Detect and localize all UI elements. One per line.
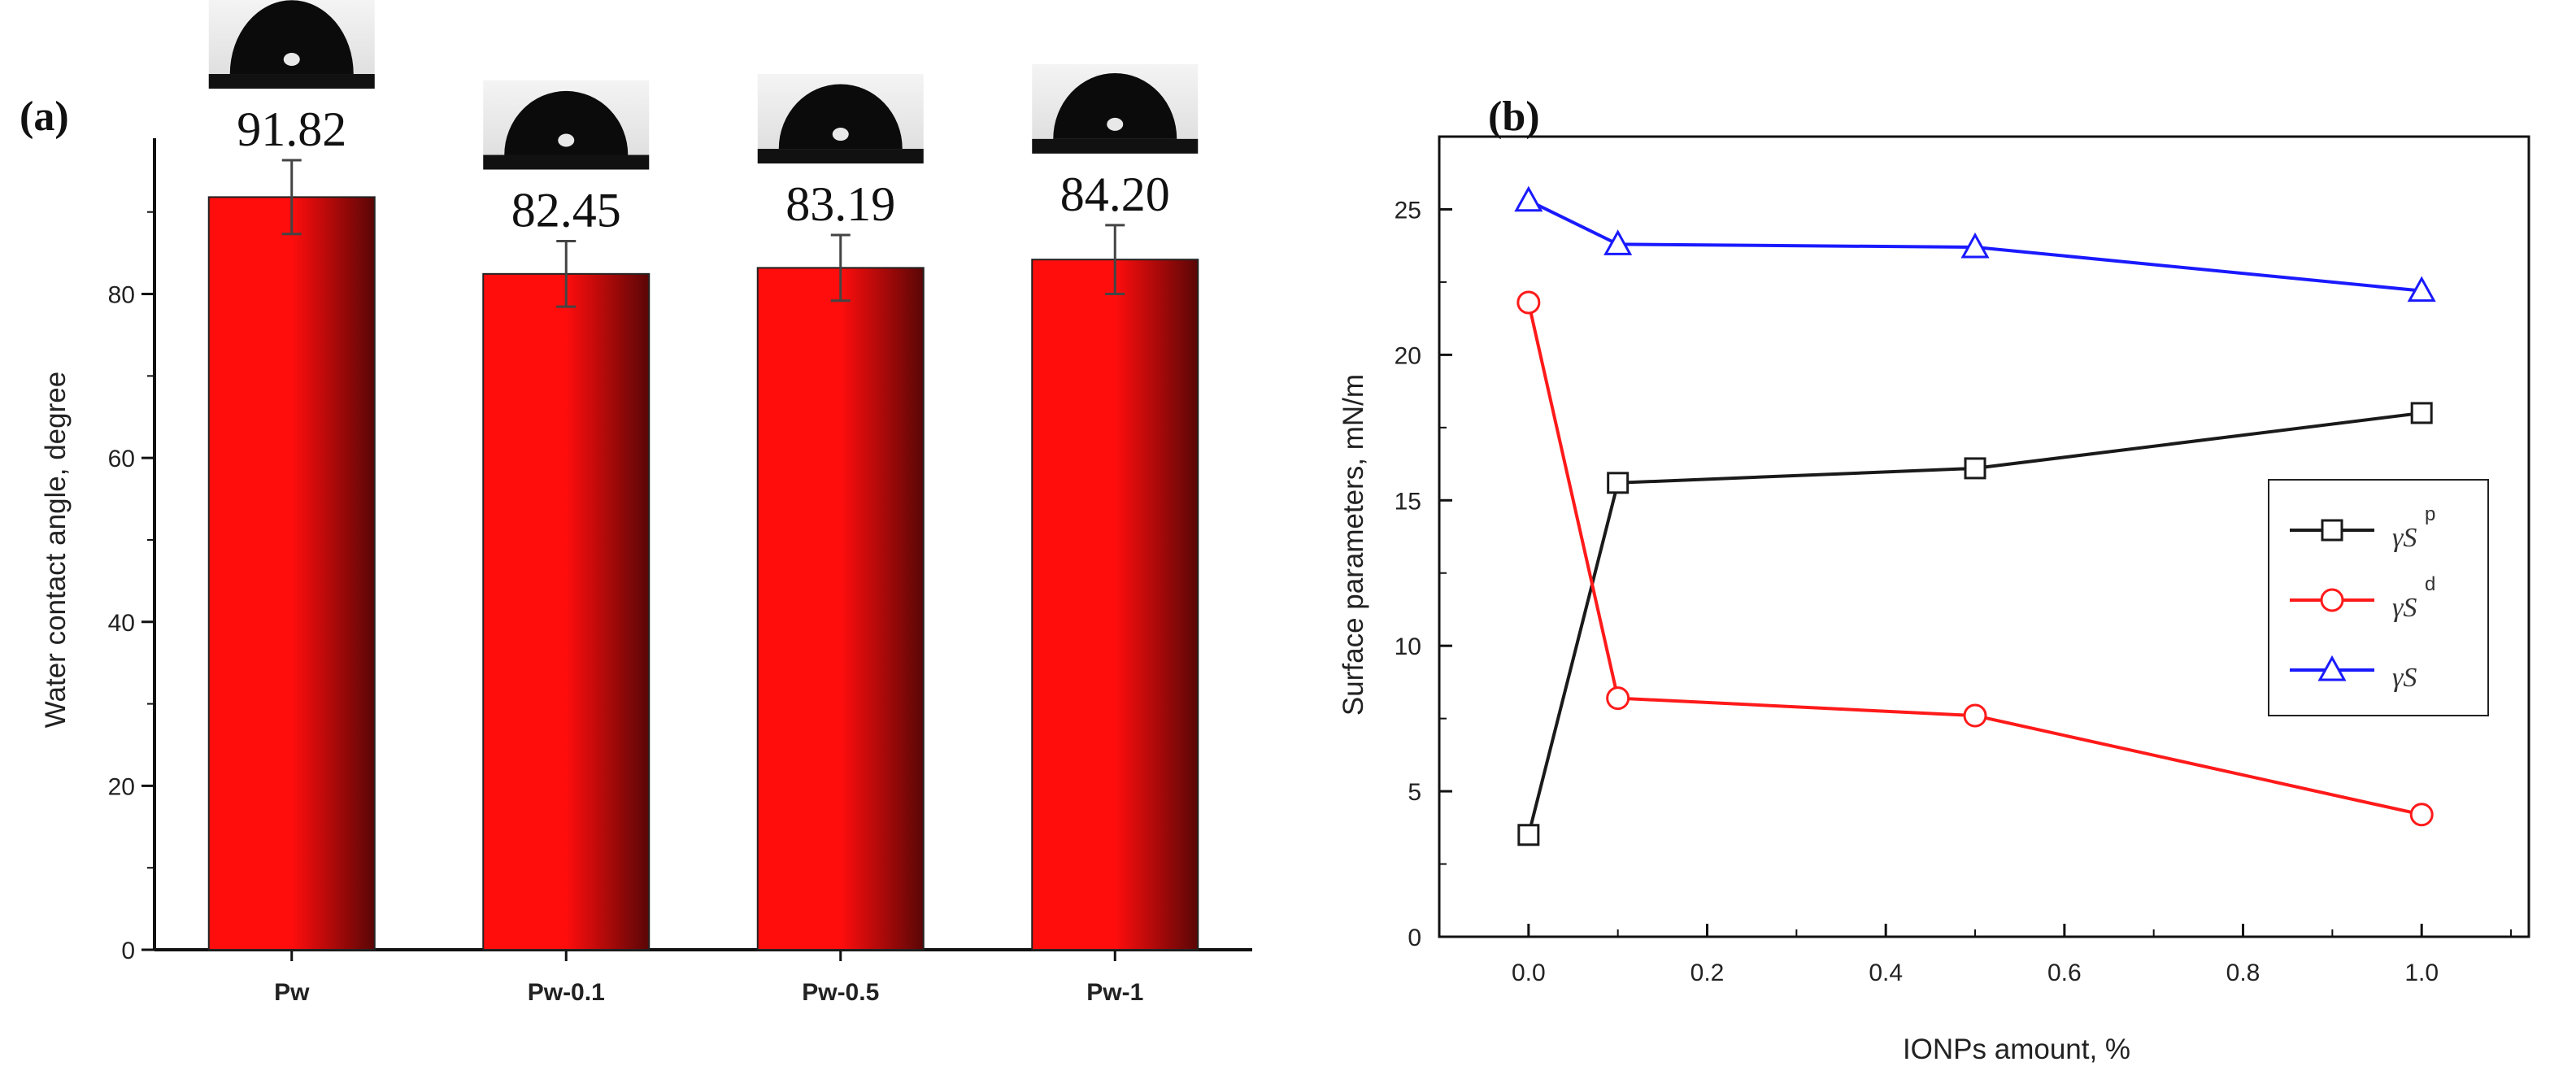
y-tick-label: 15 [1395,488,1421,515]
value-label: 91.82 [237,102,346,156]
series-triangle [1514,185,2436,302]
value-label: 83.19 [785,177,895,231]
x-tick-label: 0.4 [1869,960,1903,986]
triangle-marker [2407,276,2436,302]
axes: 0.0 0.2 0.4 0.6 0.8 1.0 0 5 10 15 20 25 [1395,135,2530,986]
droplet-highlight [558,133,575,147]
droplet-substrate [1032,138,1199,154]
triangle-marker [1603,229,1633,255]
square-marker [1607,472,1630,494]
series [1514,185,2436,846]
legend-label: γS [2392,593,2417,623]
y-axis-title: Surface parameters, mN/m [1338,374,1369,716]
bar [482,272,651,951]
x-tick-label: 1.0 [2404,960,2439,986]
bar [756,267,925,951]
series-circle [1516,290,2434,827]
x-axis-title: IONPs amount, % [1903,1034,2130,1065]
legend-superscript: d [2425,573,2435,595]
x-tick-label: 0.6 [2047,960,2082,986]
y-tick-label: 60 [108,446,135,472]
droplet-image [483,80,650,170]
square-marker [2410,402,2433,424]
circle-marker [1516,290,1541,315]
line-chart-panel: (b) Surface parameters, mN/m IONPs amoun… [1338,94,2530,1065]
droplet-highlight [832,128,849,141]
bar-chart-panel: (a) Water contact angle, degree 0 20 40 60 8… [20,0,1252,1006]
droplet-shape [778,84,903,150]
x-tick-label: Pw-0.1 [528,979,605,1006]
droplet-highlight [1107,117,1124,131]
droplet-image [1032,63,1199,154]
triangle-marker [1514,185,1543,212]
x-tick-label: 0.8 [2226,960,2261,986]
x-tick-label: Pw-0.5 [802,979,879,1006]
y-tick-label: 0 [1408,925,1421,951]
square-marker [2321,519,2343,542]
triangle-marker [2317,655,2347,681]
x-tick-label: 0.2 [1690,960,1725,986]
circle-marker [1963,703,1987,728]
x-tick-label: 0.0 [1512,960,1546,986]
y-tick-label: 0 [121,938,135,964]
y-tick-label: 40 [108,610,135,637]
series-line [1526,302,2422,816]
plot-frame [1438,135,2530,938]
series-line [1527,198,2422,293]
y-axis-title: Water contact angle, degree [40,372,72,728]
value-label: 84.20 [1060,168,1170,221]
droplet-substrate [208,74,375,89]
droplet-shape [504,90,629,155]
droplet-shape [229,0,354,75]
legend-entry: γS d [2290,573,2435,623]
bar [1031,259,1199,951]
droplet-highlight [283,53,300,67]
x-tick-label: Pw [274,979,310,1006]
droplet-shape [1053,72,1177,139]
y-tick-label: 20 [1395,342,1421,369]
x-tick-label: Pw-1 [1086,979,1143,1006]
droplet-image [208,0,375,89]
series-line [1526,411,2422,836]
triangle-marker [1960,232,1990,259]
droplet-image [757,74,924,164]
legend-entry: γS [2290,655,2417,693]
legend-superscript: p [2425,503,2435,525]
panel-b-label: (b) [1488,94,1540,140]
y-tick-label: 10 [1395,633,1421,660]
square-marker [1964,457,1986,480]
series-square [1517,402,2433,846]
circle-marker [1606,686,1630,711]
legend-entry: γS p [2290,503,2435,553]
panel-a-label: (a) [20,94,69,140]
legend-label: γS [2392,523,2417,553]
circle-marker [2409,803,2434,827]
droplet-substrate [757,149,924,164]
bar [207,196,376,951]
y-tick-label: 80 [108,282,135,309]
legend-label: γS [2392,663,2417,693]
y-tick-label: 20 [108,773,135,800]
legend-box [2268,479,2489,716]
y-tick-label: 25 [1395,197,1421,224]
y-tick-label: 5 [1408,779,1421,806]
value-label: 82.45 [511,184,621,237]
droplet-substrate [483,154,650,170]
square-marker [1517,824,1540,846]
bars: 91.82 82.45 83.19 84.20 [207,0,1199,951]
circle-marker [2320,588,2344,612]
